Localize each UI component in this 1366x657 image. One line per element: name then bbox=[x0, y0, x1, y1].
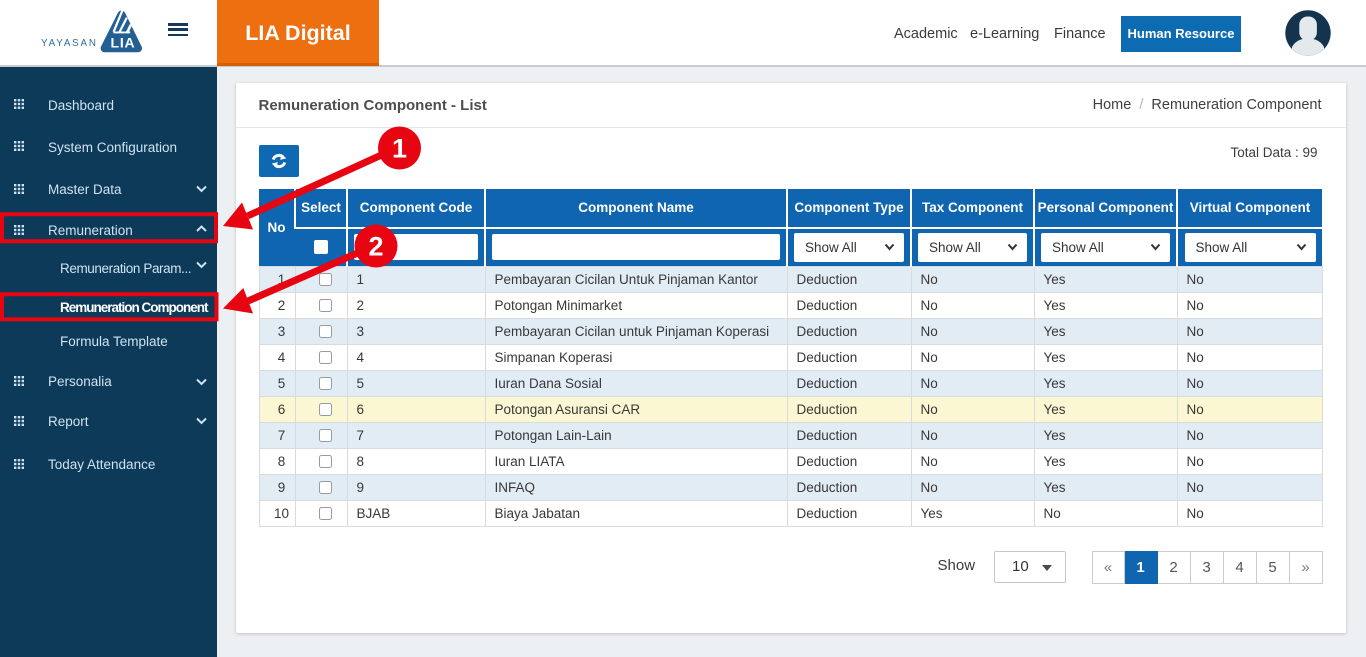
svg-text:LIA: LIA bbox=[111, 35, 136, 51]
